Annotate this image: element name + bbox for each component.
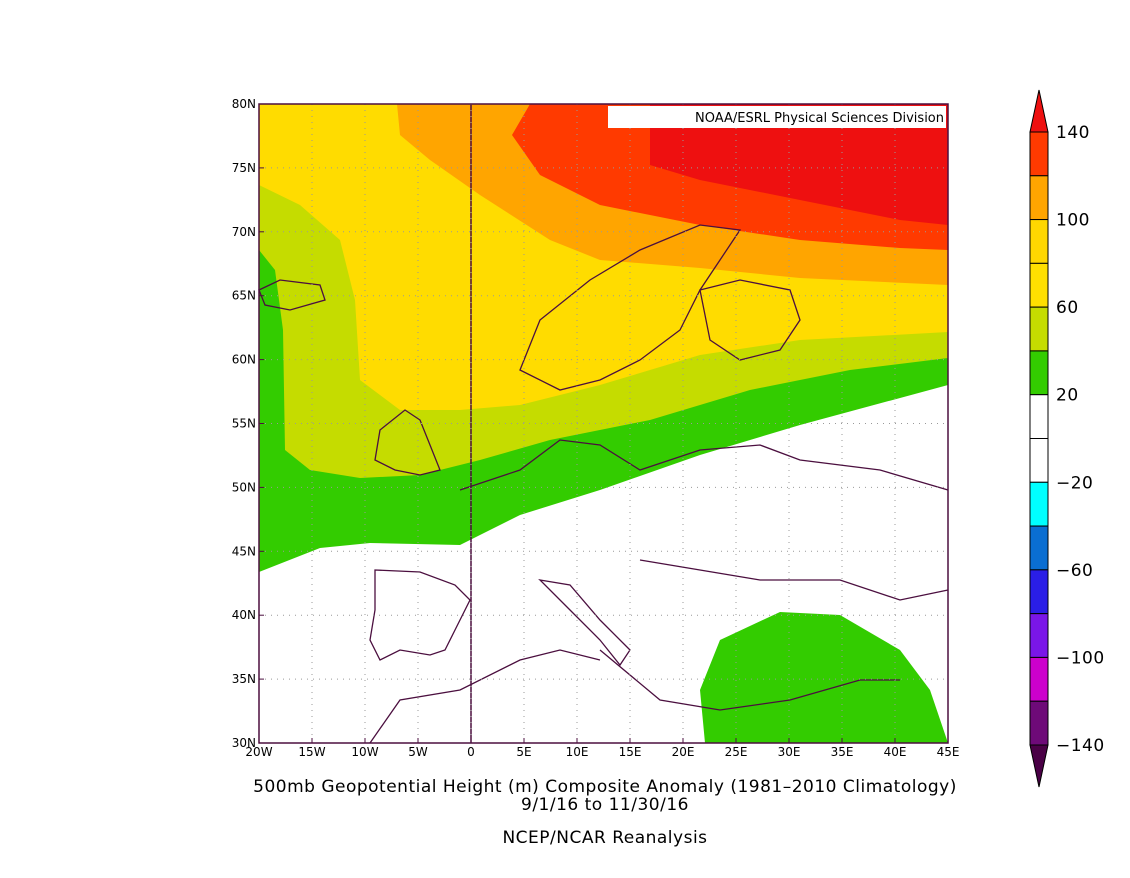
colorbar-label: −60	[1056, 561, 1093, 581]
lat-tick-label: 40N	[232, 608, 256, 622]
lon-tick-label: 10W	[351, 745, 378, 759]
lat-tick-label: 65N	[232, 289, 256, 303]
lon-tick-label: 35E	[831, 745, 854, 759]
colorbar-label: 60	[1056, 298, 1079, 318]
colorbar-band	[1029, 438, 1049, 483]
source: NCEP/NCAR Reanalysis	[502, 828, 707, 848]
colorbar-band	[1029, 569, 1049, 615]
colorbar-band	[1029, 350, 1049, 396]
lon-tick-label: 5W	[408, 745, 428, 759]
lat-tick-label: 70N	[232, 225, 256, 239]
colorbar-label: 140	[1056, 123, 1090, 143]
colorbar-under	[1029, 744, 1049, 788]
colorbar-band	[1029, 613, 1049, 658]
grid	[259, 104, 948, 743]
lat-tick-label: 55N	[232, 417, 256, 431]
colorbar-band	[1029, 131, 1049, 177]
dates: 9/1/16 to 11/30/16	[521, 795, 689, 815]
colorbar-band	[1029, 306, 1049, 352]
colorbar-band	[1029, 175, 1049, 221]
lon-tick-label: 15W	[298, 745, 325, 759]
lat-tick-label: 80N	[232, 97, 256, 111]
colorbar-label: 100	[1056, 211, 1090, 231]
colorbar-band	[1029, 394, 1049, 440]
credit: NOAA/ESRL Physical Sciences Division	[695, 111, 944, 126]
title: 500mb Geopotential Height (m) Composite …	[253, 777, 957, 797]
lat-tick-label: 35N	[232, 672, 256, 686]
anomaly-20-southeast	[700, 612, 948, 743]
axis-ticks: 20W 15W 10W 5W 0 5E 10E 15E 20E 25E 30E 35E 40E 45E 80…	[232, 97, 960, 759]
anomaly-140	[650, 104, 948, 225]
lat-tick-label: 50N	[232, 480, 256, 494]
colorbar-label: −20	[1056, 473, 1093, 493]
colorbar-over	[1029, 89, 1049, 133]
lon-tick-label: 25E	[725, 745, 748, 759]
lon-tick-label: 15E	[619, 745, 642, 759]
coastlines	[258, 224, 949, 744]
lon-tick-label: 45E	[937, 745, 960, 759]
colorbar: 140 100 60 20 −20 −60 −100 −140	[1029, 89, 1105, 788]
colorbar-label: −140	[1056, 736, 1105, 756]
lon-tick-label: 40E	[884, 745, 907, 759]
colorbar-band	[1029, 656, 1049, 702]
colorbar-band	[1029, 525, 1049, 571]
lat-tick-label: 75N	[232, 161, 256, 175]
lon-tick-label: 20W	[245, 745, 272, 759]
lat-tick-label: 60N	[232, 353, 256, 367]
colorbar-band	[1029, 700, 1049, 746]
colorbar-label: −100	[1056, 648, 1105, 668]
map: NOAA/ESRL Physical Sciences Division	[258, 103, 949, 744]
lon-tick-label: 10E	[566, 745, 589, 759]
colorbar-label: 20	[1056, 386, 1079, 406]
lat-tick-label: 30N	[232, 736, 256, 750]
colorbar-band	[1029, 481, 1049, 527]
lon-tick-label: 30E	[778, 745, 801, 759]
lon-tick-label: 0	[467, 745, 475, 759]
lat-tick-label: 45N	[232, 544, 256, 558]
lon-tick-label: 20E	[672, 745, 695, 759]
colorbar-band	[1029, 262, 1049, 308]
colorbar-band	[1029, 219, 1049, 264]
lon-tick-label: 5E	[516, 745, 531, 759]
credit-box	[608, 106, 946, 128]
